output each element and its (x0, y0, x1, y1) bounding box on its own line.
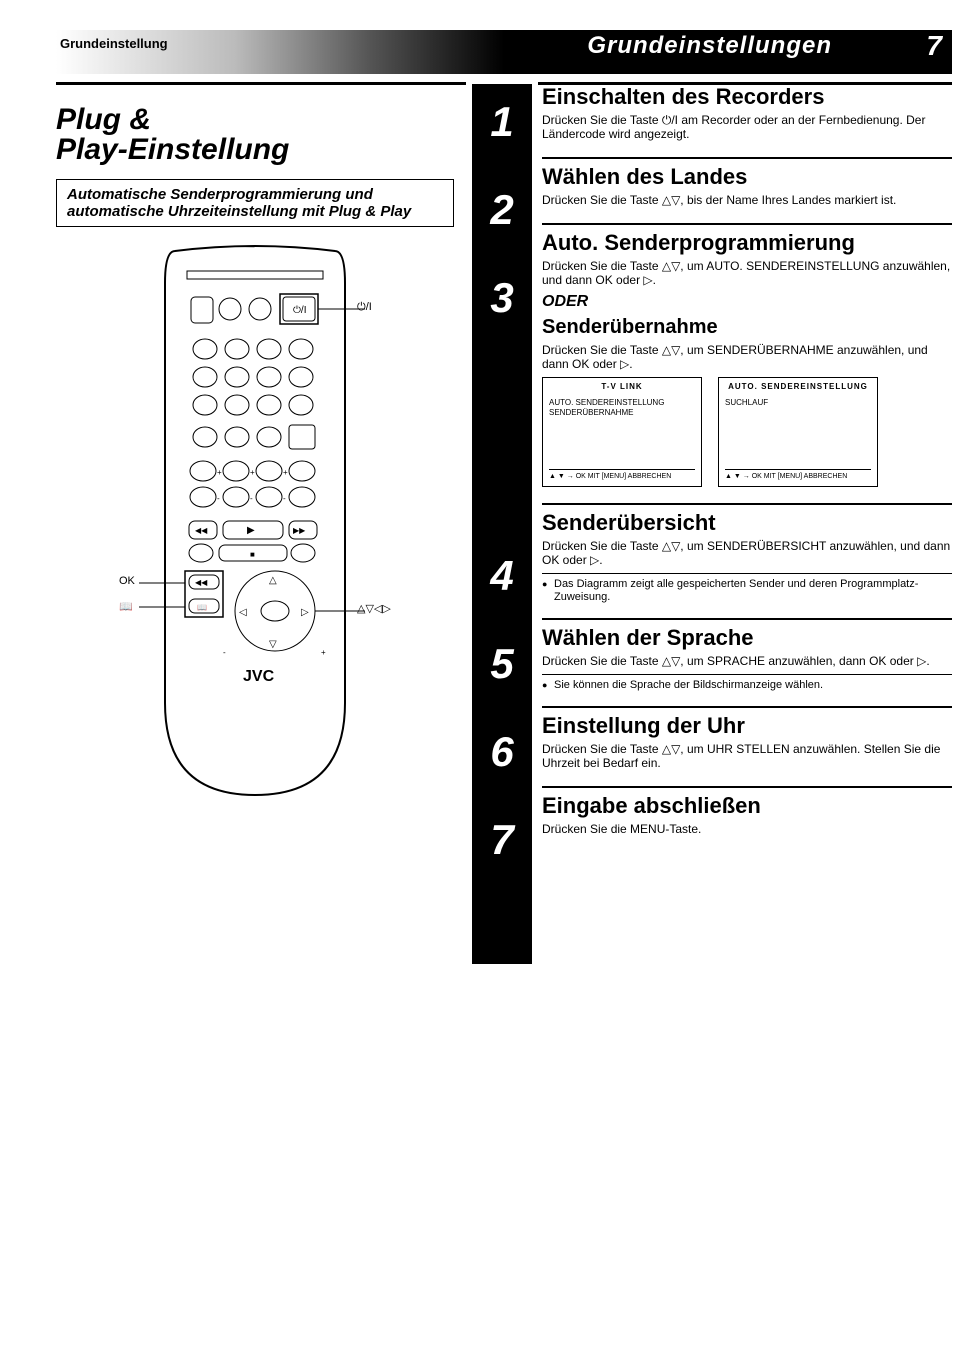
step-6: Einstellung der Uhr Drücken Sie die Tast… (542, 714, 952, 780)
content-columns: Plug & Play-Einstellung Automatische Sen… (56, 82, 952, 964)
step-2: Wählen des Landes Drücken Sie die Taste … (542, 165, 952, 217)
svg-text:-: - (283, 494, 286, 503)
step-2-title: Wählen des Landes (542, 165, 952, 189)
step-3: Auto. Senderprogrammierung Drücken Sie d… (542, 231, 952, 497)
step-5-bullet: Sie können die Sprache der Bildschirmanz… (542, 679, 952, 692)
svg-text:▶▶: ▶▶ (293, 526, 306, 535)
step-num-3: 3 (478, 274, 526, 322)
main-title-line2: Play-Einstellung (56, 133, 289, 166)
step-num-4: 4 (478, 552, 526, 600)
step-6-title: Einstellung der Uhr (542, 714, 952, 738)
step-num-5: 5 (478, 640, 526, 688)
svg-text:▽: ▽ (269, 639, 277, 650)
step-3-sub-title: Senderübernahme (542, 315, 952, 339)
step-4: Senderübersicht Drücken Sie die Taste △▽… (542, 511, 952, 612)
osd-left-foot: ▲ ▼ → OK MIT [MENU] ABBRECHEN (549, 469, 695, 482)
remote-svg: ⏻/I (135, 243, 375, 803)
svg-text:+: + (283, 468, 288, 477)
step-4-title: Senderübersicht (542, 511, 952, 535)
step-3-title: Auto. Senderprogrammierung (542, 231, 952, 255)
svg-text:-: - (217, 494, 220, 503)
step-2-desc: Drücken Sie die Taste △▽, bis der Name I… (542, 193, 952, 207)
step-5: Wählen der Sprache Drücken Sie die Taste… (542, 626, 952, 700)
osd-screen-left: T-V LINK AUTO. SENDEREINSTELLUNG SENDERÜ… (542, 377, 702, 487)
page-title: Grundeinstellungen (587, 32, 832, 60)
svg-text:+: + (217, 468, 222, 477)
divider (542, 706, 952, 708)
step-7-desc: Drücken Sie die MENU-Taste. (542, 822, 952, 836)
manual-page: Grundeinstellung Grundeinstellungen 7 Pl… (0, 30, 954, 964)
brand-logo: JVC (243, 668, 275, 685)
svg-text:-: - (250, 494, 253, 503)
step-num-1: 1 (478, 98, 526, 146)
step-5-title: Wählen der Sprache (542, 626, 952, 650)
osd-right-title: AUTO. SENDEREINSTELLUNG (725, 382, 871, 392)
osd-left-title: T-V LINK (549, 382, 695, 392)
step-7: Eingabe abschließen Drücken Sie die MENU… (542, 794, 952, 846)
callout-ok: OK (119, 575, 135, 587)
step-6-desc: Drücken Sie die Taste △▽, um UHR STELLEN… (542, 742, 952, 770)
step-1-title: Einschalten des Recorders (542, 85, 952, 109)
svg-text:-: - (223, 648, 226, 657)
step-3-or: ODER (542, 293, 952, 311)
osd-right-foot: ▲ ▼ → OK MIT [MENU] ABBRECHEN (725, 469, 871, 482)
sub-divider (542, 674, 952, 675)
osd-screens: T-V LINK AUTO. SENDEREINSTELLUNG SENDERÜ… (542, 377, 952, 487)
step-5-desc: Drücken Sie die Taste △▽, um SPRACHE anz… (542, 654, 952, 668)
svg-text:▷: ▷ (301, 607, 309, 618)
step-3-desc: Drücken Sie die Taste △▽, um AUTO. SENDE… (542, 259, 952, 287)
step-number-strip: 1 2 3 4 5 6 7 (472, 84, 532, 964)
svg-text:+: + (321, 648, 326, 657)
step-4-desc: Drücken Sie die Taste △▽, um SENDERÜBERS… (542, 539, 952, 567)
page-number: 7 (926, 30, 942, 62)
osd-left-row-0: AUTO. SENDEREINSTELLUNG (549, 398, 695, 408)
callout-menu: 📖 (119, 601, 133, 613)
osd-left-row-1: SENDERÜBERNAHME (549, 408, 695, 418)
step-num-6: 6 (478, 728, 526, 776)
step-1: Einschalten des Recorders Drücken Sie di… (542, 85, 952, 151)
step-1-desc: Drücken Sie die Taste ⏻/I am Recorder od… (542, 113, 952, 141)
remote-control-illustration: ⏻/I (125, 243, 385, 803)
breadcrumb: Grundeinstellung (60, 36, 168, 51)
sub-divider (542, 573, 952, 574)
svg-text:◁: ◁ (239, 607, 247, 618)
svg-text:⏻/I: ⏻/I (293, 305, 306, 316)
main-title-line1: Plug & (56, 103, 151, 136)
step-3-sub-desc: Drücken Sie die Taste △▽, um SENDERÜBERN… (542, 343, 952, 371)
svg-text:■: ■ (250, 550, 255, 559)
osd-right-row-0: SUCHLAUF (725, 398, 871, 408)
divider (542, 157, 952, 159)
svg-text:△: △ (269, 575, 277, 586)
page-header: Grundeinstellung Grundeinstellungen 7 (56, 30, 952, 74)
step-num-2: 2 (478, 186, 526, 234)
divider (542, 618, 952, 620)
divider (542, 786, 952, 788)
step-num-7: 7 (478, 816, 526, 864)
left-column: Plug & Play-Einstellung Automatische Sen… (56, 82, 466, 964)
svg-text:📖: 📖 (197, 603, 207, 612)
svg-text:◀◀: ◀◀ (195, 578, 208, 587)
step-4-bullet: Das Diagramm zeigt alle gespeicherten Se… (542, 578, 952, 604)
svg-text:▶: ▶ (247, 525, 255, 536)
osd-screen-right: AUTO. SENDEREINSTELLUNG SUCHLAUF ▲ ▼ → O… (718, 377, 878, 487)
callout-dpad: △▽◁▷ (357, 603, 391, 615)
step-7-title: Eingabe abschließen (542, 794, 952, 818)
divider (542, 503, 952, 505)
callout-power: ⏻/I (357, 301, 372, 313)
right-column: Einschalten des Recorders Drücken Sie di… (538, 82, 952, 964)
main-heading: Plug & Play-Einstellung (56, 105, 454, 165)
svg-text:◀◀: ◀◀ (195, 526, 208, 535)
svg-text:+: + (250, 468, 255, 477)
subtitle-box: Automatische Senderprogrammierung und au… (56, 179, 454, 227)
divider (542, 223, 952, 225)
